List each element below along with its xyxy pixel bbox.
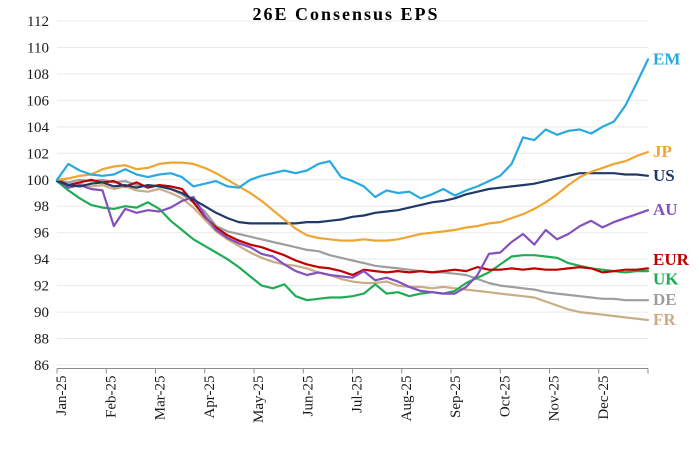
- x-axis: [56, 368, 649, 374]
- y-tick-label: 96: [34, 226, 50, 242]
- y-tick-label: 98: [34, 199, 49, 215]
- series-lines: [55, 58, 650, 322]
- x-tick-label: Aug-25: [399, 376, 415, 422]
- series-label-AU: AU: [653, 200, 678, 219]
- y-tick-label: 110: [27, 40, 49, 56]
- series-label-JP: JP: [653, 142, 672, 161]
- y-tick-label: 112: [27, 14, 49, 30]
- series-line-US: [55, 172, 650, 225]
- y-tick-label: 104: [27, 120, 50, 136]
- x-tick-label: Dec-25: [596, 376, 612, 420]
- x-tick-label: Feb-25: [103, 376, 119, 419]
- series-label-EUR: EUR: [653, 250, 690, 269]
- x-tick-label: Jul-25: [350, 376, 366, 414]
- series-label-FR: FR: [653, 310, 676, 329]
- y-tick-label: 92: [34, 279, 49, 295]
- x-tick-label: May-25: [251, 376, 267, 424]
- y-tick-label: 94: [34, 252, 50, 268]
- series-line-FR: [55, 180, 650, 322]
- y-tick-label: 108: [27, 67, 50, 83]
- y-tick-label: 106: [27, 93, 50, 109]
- y-tick-label: 90: [34, 305, 49, 321]
- series-label-DE: DE: [653, 290, 677, 309]
- series-label-UK: UK: [653, 269, 679, 288]
- x-tick-label: Apr-25: [202, 376, 218, 419]
- series-line-EM: [55, 58, 650, 200]
- x-tick-label: Nov-25: [547, 376, 563, 422]
- y-tick-label: 86: [34, 358, 50, 374]
- y-axis-tick-labels: 86 88 90 92 94 96 98 100 102 104 106 108 110 112: [27, 14, 50, 374]
- y-tick-label: 100: [27, 173, 50, 189]
- x-tick-label: Mar-25: [153, 376, 169, 421]
- x-tick-label: Jun-25: [300, 376, 316, 417]
- series-line-JP: [55, 150, 650, 242]
- gridlines: [57, 20, 648, 366]
- x-axis-tick-labels: Jan-25 Feb-25 Mar-25 Apr-25 May-25 Jun-25 Jul-…: [54, 376, 612, 424]
- x-tick-label: Jan-25: [54, 376, 70, 416]
- series-label-US: US: [653, 166, 675, 185]
- series-line-AU: [55, 178, 650, 295]
- series-line-UK: [55, 180, 650, 302]
- x-tick-label: Oct-25: [497, 376, 513, 418]
- series-label-EM: EM: [653, 49, 680, 68]
- x-tick-label: Sep-25: [448, 376, 464, 419]
- y-tick-label: 88: [34, 332, 49, 348]
- y-tick-label: 102: [27, 146, 50, 162]
